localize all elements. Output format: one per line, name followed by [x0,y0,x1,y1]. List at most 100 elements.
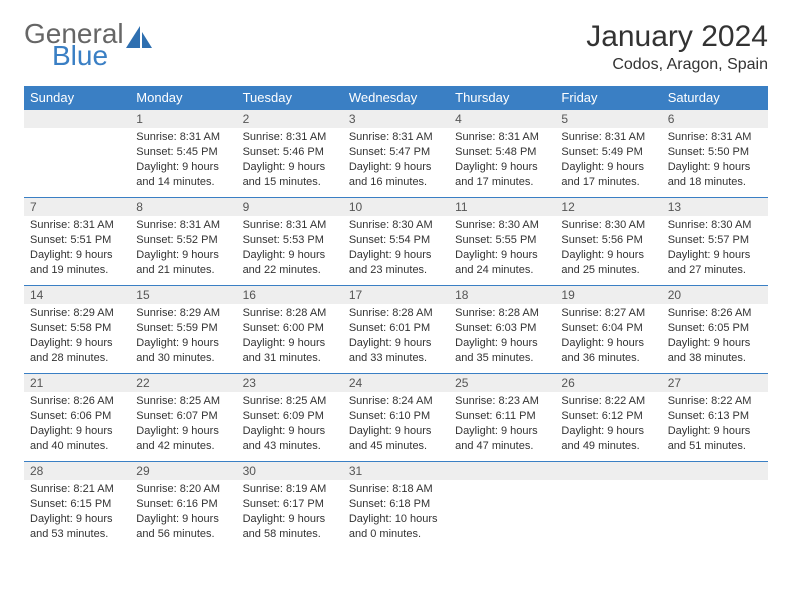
calendar-cell: 19Sunrise: 8:27 AMSunset: 6:04 PMDayligh… [555,286,661,374]
day-line: and 47 minutes. [455,439,549,454]
day-line: Sunrise: 8:31 AM [668,130,762,145]
dayname-header: Friday [555,86,661,110]
day-number: 29 [130,462,236,480]
day-line: Sunrise: 8:30 AM [349,218,443,233]
day-line: Sunrise: 8:31 AM [243,218,337,233]
day-line: Sunrise: 8:22 AM [668,394,762,409]
day-body: Sunrise: 8:27 AMSunset: 6:04 PMDaylight:… [555,304,661,371]
day-line: Daylight: 9 hours [455,336,549,351]
day-line: Sunrise: 8:22 AM [561,394,655,409]
day-line: Sunrise: 8:28 AM [349,306,443,321]
day-line: and 45 minutes. [349,439,443,454]
calendar-cell [449,462,555,550]
calendar-cell: 23Sunrise: 8:25 AMSunset: 6:09 PMDayligh… [237,374,343,462]
day-line: Daylight: 9 hours [349,248,443,263]
day-body: Sunrise: 8:20 AMSunset: 6:16 PMDaylight:… [130,480,236,547]
day-number: 31 [343,462,449,480]
day-number: 4 [449,110,555,128]
day-body: Sunrise: 8:31 AMSunset: 5:52 PMDaylight:… [130,216,236,283]
day-line: and 15 minutes. [243,175,337,190]
page-title: January 2024 [586,20,768,54]
day-line: Sunset: 6:06 PM [30,409,124,424]
day-body: Sunrise: 8:31 AMSunset: 5:53 PMDaylight:… [237,216,343,283]
day-number: 3 [343,110,449,128]
calendar-body: 1Sunrise: 8:31 AMSunset: 5:45 PMDaylight… [24,110,768,550]
day-line: Sunset: 5:53 PM [243,233,337,248]
day-line: Daylight: 9 hours [349,336,443,351]
day-number [662,462,768,480]
day-line: Sunrise: 8:30 AM [561,218,655,233]
dayname-header: Tuesday [237,86,343,110]
day-body: Sunrise: 8:31 AMSunset: 5:50 PMDaylight:… [662,128,768,195]
day-body: Sunrise: 8:31 AMSunset: 5:47 PMDaylight:… [343,128,449,195]
day-line: Sunrise: 8:25 AM [136,394,230,409]
day-number [449,462,555,480]
day-number: 28 [24,462,130,480]
calendar-week: 7Sunrise: 8:31 AMSunset: 5:51 PMDaylight… [24,198,768,286]
day-line: Sunset: 5:48 PM [455,145,549,160]
day-line: Sunset: 6:12 PM [561,409,655,424]
day-number: 16 [237,286,343,304]
day-line: Daylight: 9 hours [243,160,337,175]
day-line: and 23 minutes. [349,263,443,278]
calendar-cell: 11Sunrise: 8:30 AMSunset: 5:55 PMDayligh… [449,198,555,286]
day-line: Daylight: 9 hours [668,160,762,175]
day-line: and 58 minutes. [243,527,337,542]
dayname-header: Wednesday [343,86,449,110]
calendar-cell: 10Sunrise: 8:30 AMSunset: 5:54 PMDayligh… [343,198,449,286]
day-line: and 40 minutes. [30,439,124,454]
calendar-week: 1Sunrise: 8:31 AMSunset: 5:45 PMDaylight… [24,110,768,198]
day-line: and 38 minutes. [668,351,762,366]
day-line: Daylight: 9 hours [561,160,655,175]
day-body [662,480,768,488]
calendar-week: 14Sunrise: 8:29 AMSunset: 5:58 PMDayligh… [24,286,768,374]
day-number: 25 [449,374,555,392]
calendar-cell: 2Sunrise: 8:31 AMSunset: 5:46 PMDaylight… [237,110,343,198]
day-line: Sunrise: 8:25 AM [243,394,337,409]
calendar-cell: 29Sunrise: 8:20 AMSunset: 6:16 PMDayligh… [130,462,236,550]
calendar-week: 21Sunrise: 8:26 AMSunset: 6:06 PMDayligh… [24,374,768,462]
day-body: Sunrise: 8:21 AMSunset: 6:15 PMDaylight:… [24,480,130,547]
day-line: Sunset: 5:46 PM [243,145,337,160]
day-line: Sunset: 5:45 PM [136,145,230,160]
day-body: Sunrise: 8:30 AMSunset: 5:56 PMDaylight:… [555,216,661,283]
calendar-cell: 25Sunrise: 8:23 AMSunset: 6:11 PMDayligh… [449,374,555,462]
logo-text-2: Blue [52,42,152,70]
day-body: Sunrise: 8:26 AMSunset: 6:06 PMDaylight:… [24,392,130,459]
calendar-cell [662,462,768,550]
day-line: Daylight: 9 hours [561,336,655,351]
day-line: and 53 minutes. [30,527,124,542]
day-line: and 0 minutes. [349,527,443,542]
day-line: Sunset: 6:04 PM [561,321,655,336]
day-line: Sunrise: 8:31 AM [136,218,230,233]
calendar-cell: 6Sunrise: 8:31 AMSunset: 5:50 PMDaylight… [662,110,768,198]
day-body: Sunrise: 8:22 AMSunset: 6:13 PMDaylight:… [662,392,768,459]
day-line: Sunrise: 8:18 AM [349,482,443,497]
calendar-cell [24,110,130,198]
day-number: 23 [237,374,343,392]
day-body: Sunrise: 8:23 AMSunset: 6:11 PMDaylight:… [449,392,555,459]
calendar-cell: 13Sunrise: 8:30 AMSunset: 5:57 PMDayligh… [662,198,768,286]
day-line: Sunrise: 8:21 AM [30,482,124,497]
day-line: Sunrise: 8:30 AM [455,218,549,233]
day-line: and 16 minutes. [349,175,443,190]
day-line: and 56 minutes. [136,527,230,542]
day-line: Daylight: 9 hours [455,424,549,439]
day-number: 7 [24,198,130,216]
day-body: Sunrise: 8:31 AMSunset: 5:45 PMDaylight:… [130,128,236,195]
day-line: Daylight: 9 hours [455,248,549,263]
day-line: Sunset: 5:52 PM [136,233,230,248]
day-number: 9 [237,198,343,216]
day-line: Sunset: 6:07 PM [136,409,230,424]
day-line: and 30 minutes. [136,351,230,366]
day-line: Sunset: 6:16 PM [136,497,230,512]
day-line: Daylight: 9 hours [668,248,762,263]
day-line: and 24 minutes. [455,263,549,278]
dayname-header: Monday [130,86,236,110]
day-number: 27 [662,374,768,392]
day-body: Sunrise: 8:29 AMSunset: 5:58 PMDaylight:… [24,304,130,371]
day-line: Sunset: 5:55 PM [455,233,549,248]
day-line: Sunrise: 8:27 AM [561,306,655,321]
day-body [449,480,555,488]
day-line: Daylight: 9 hours [30,248,124,263]
